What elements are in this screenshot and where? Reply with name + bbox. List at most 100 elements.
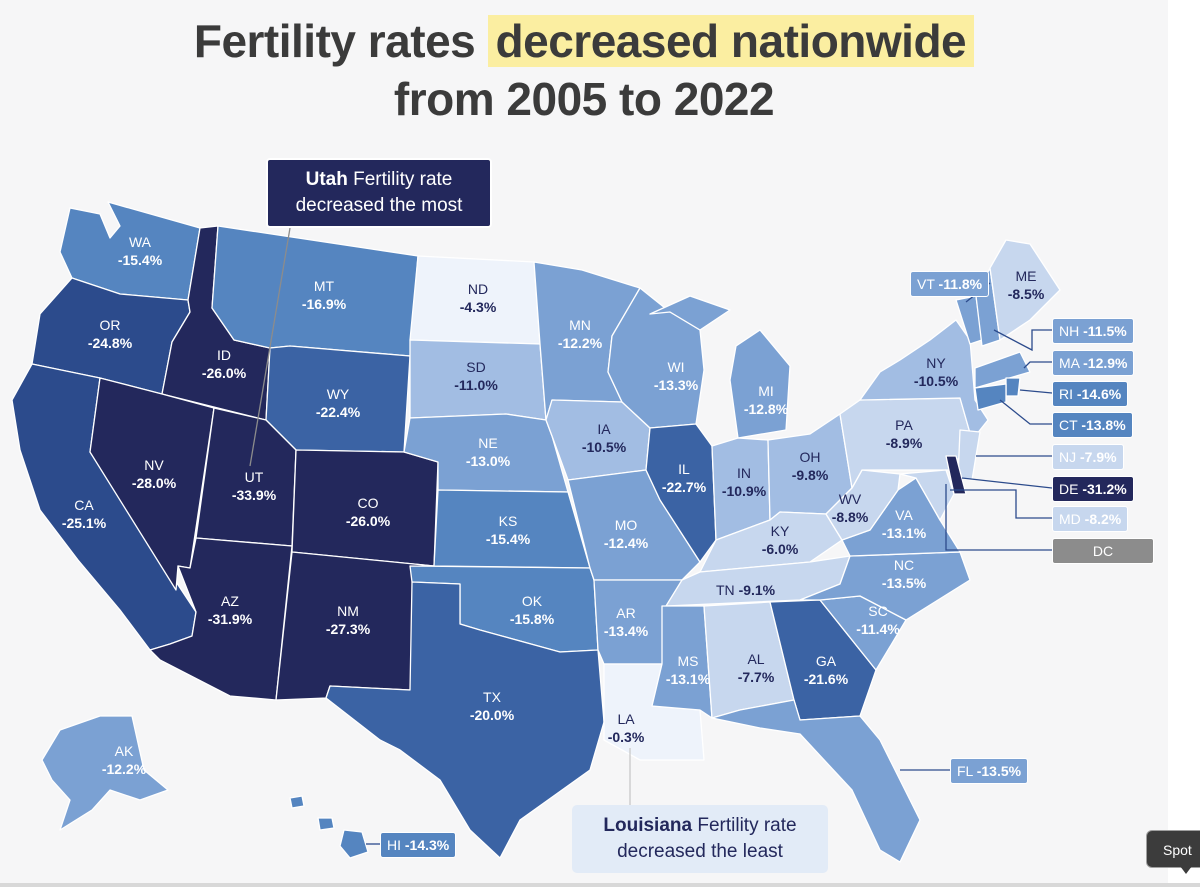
tn-abbr: TN — [716, 582, 735, 598]
la-annotation-line2: decreased the least — [617, 841, 783, 862]
md-change: -8.2% — [1084, 511, 1122, 527]
label-WI: WI -13.3% — [654, 359, 699, 393]
state-MI-lower[interactable] — [729, 329, 791, 439]
callout-RI: RI -14.6% — [1052, 381, 1129, 407]
state-NJ[interactable] — [957, 429, 981, 481]
de-leader — [961, 477, 1053, 489]
callout-NH: NH -11.5% — [1052, 318, 1134, 344]
state-HI-maui[interactable] — [317, 817, 335, 831]
vt-change: -11.8% — [938, 276, 983, 292]
state-MD[interactable] — [899, 469, 955, 521]
nh-change: -11.5% — [1083, 323, 1127, 339]
nj-abbr: NJ — [1059, 449, 1077, 465]
label-NY: NY -10.5% — [914, 355, 959, 389]
label-KY: KY -6.0% — [762, 523, 799, 557]
label-KS: KS -15.4% — [486, 513, 531, 547]
title-line2: from 2005 to 2022 — [393, 73, 775, 125]
vt-abbr: VT — [917, 276, 935, 292]
state-ME[interactable] — [989, 239, 1061, 341]
label-MS: MS -13.1% — [666, 653, 711, 687]
label-UT: UT -33.9% — [232, 469, 277, 503]
ct-leader — [999, 399, 1052, 425]
label-TN: TN -9.1% — [716, 582, 775, 598]
state-KS[interactable] — [433, 489, 591, 569]
label-WA: WA -15.4% — [118, 234, 163, 268]
state-HI-oahu[interactable] — [289, 795, 305, 809]
label-WV: WV -8.8% — [832, 491, 869, 525]
label-AR: AR -13.4% — [604, 605, 649, 639]
label-MN: MN -12.2% — [558, 317, 603, 351]
label-VA: VA -13.1% — [882, 507, 927, 541]
spotlight-tooltip-tail — [1180, 866, 1192, 874]
label-ID: ID -26.0% — [202, 347, 247, 381]
label-LA: LA -0.3% — [608, 711, 645, 745]
md-leader — [950, 489, 1052, 519]
callout-MA: MA -12.9% — [1052, 350, 1135, 376]
utah-annotation: Utah Fertility rate decreased the most — [266, 158, 492, 228]
dc-abbr: DC — [1092, 543, 1114, 559]
nh-abbr: NH — [1059, 323, 1080, 339]
state-TX[interactable] — [325, 581, 605, 859]
state-WI[interactable] — [607, 287, 705, 429]
state-DE[interactable] — [945, 455, 967, 495]
fl-change: -13.5% — [976, 763, 1022, 779]
state-labels: WA -15.4% OR -24.8% CA -25.1% ID -26.0% NV -2… — [62, 234, 1045, 777]
ma-change: -12.9% — [1083, 355, 1128, 371]
state-CO[interactable] — [291, 449, 439, 567]
label-NV: NV -28.0% — [132, 457, 177, 491]
hi-change: -14.3% — [404, 837, 450, 853]
state-AK[interactable] — [41, 715, 169, 831]
spotlight-tooltip[interactable]: Spot — [1146, 830, 1200, 868]
label-OH: OH -9.8% — [792, 449, 829, 483]
utah-leader — [249, 227, 291, 467]
state-RI[interactable] — [1005, 377, 1021, 397]
utah-annotation-rest: Fertility rate — [347, 169, 453, 190]
ct-abbr: CT — [1059, 417, 1078, 433]
label-NC: NC -13.5% — [882, 557, 927, 591]
state-HI-big[interactable] — [339, 829, 369, 859]
label-AL: AL -7.7% — [738, 651, 775, 685]
state-FL[interactable] — [711, 699, 921, 863]
de-abbr: DE — [1059, 481, 1079, 497]
callout-FL: FL -13.5% — [950, 758, 1029, 784]
ct-change: -13.8% — [1081, 417, 1126, 433]
state-MA[interactable] — [974, 351, 1031, 389]
us-map: WA -15.4% OR -24.8% CA -25.1% ID -26.0% NV -2… — [11, 201, 1061, 863]
callout-MD: MD -8.2% — [1052, 506, 1129, 532]
label-PA: PA -8.9% — [886, 417, 923, 451]
label-IN: IN -10.9% — [722, 465, 767, 499]
nh-leader — [993, 329, 1052, 352]
state-IL[interactable] — [645, 423, 717, 563]
tn-change: -9.1% — [738, 582, 776, 598]
la-annotation-bold: Louisiana — [603, 815, 693, 836]
state-NC[interactable] — [799, 551, 971, 621]
label-OR: OR -24.8% — [88, 317, 133, 351]
callout-NJ: NJ -7.9% — [1052, 444, 1124, 470]
dc-leader — [945, 484, 1052, 551]
label-MT: MT -16.9% — [302, 278, 347, 312]
label-IA: IA -10.5% — [582, 421, 627, 455]
label-MI: MI -12.8% — [744, 383, 789, 417]
right-edge — [1168, 0, 1200, 887]
nj-change: -7.9% — [1080, 449, 1117, 465]
label-CO: CO -26.0% — [346, 495, 391, 529]
ri-change: -14.6% — [1076, 386, 1122, 402]
ri-leader — [1019, 389, 1053, 394]
state-MI[interactable] — [649, 295, 731, 331]
title-prefix: Fertility rates — [193, 15, 488, 67]
state-CT[interactable] — [974, 383, 1007, 411]
state-shapes — [11, 201, 1061, 863]
utah-annotation-line2: decreased the most — [295, 195, 463, 216]
label-GA: GA -21.6% — [804, 653, 849, 687]
label-AK: AK -12.2% — [102, 743, 147, 777]
label-IL: IL -22.7% — [662, 461, 707, 495]
louisiana-annotation: Louisiana Fertility rate decreased the l… — [572, 805, 828, 873]
hi-abbr: HI — [387, 837, 401, 853]
label-SD: SD -11.0% — [454, 359, 498, 393]
label-MO: MO -12.4% — [604, 517, 649, 551]
map-title: Fertility rates decreased nationwide fro… — [0, 12, 1168, 128]
la-annotation-rest: Fertility rate — [692, 815, 797, 836]
callout-DE: DE -31.2% — [1052, 476, 1134, 502]
md-abbr: MD — [1059, 511, 1081, 527]
ma-abbr: MA — [1059, 355, 1080, 371]
